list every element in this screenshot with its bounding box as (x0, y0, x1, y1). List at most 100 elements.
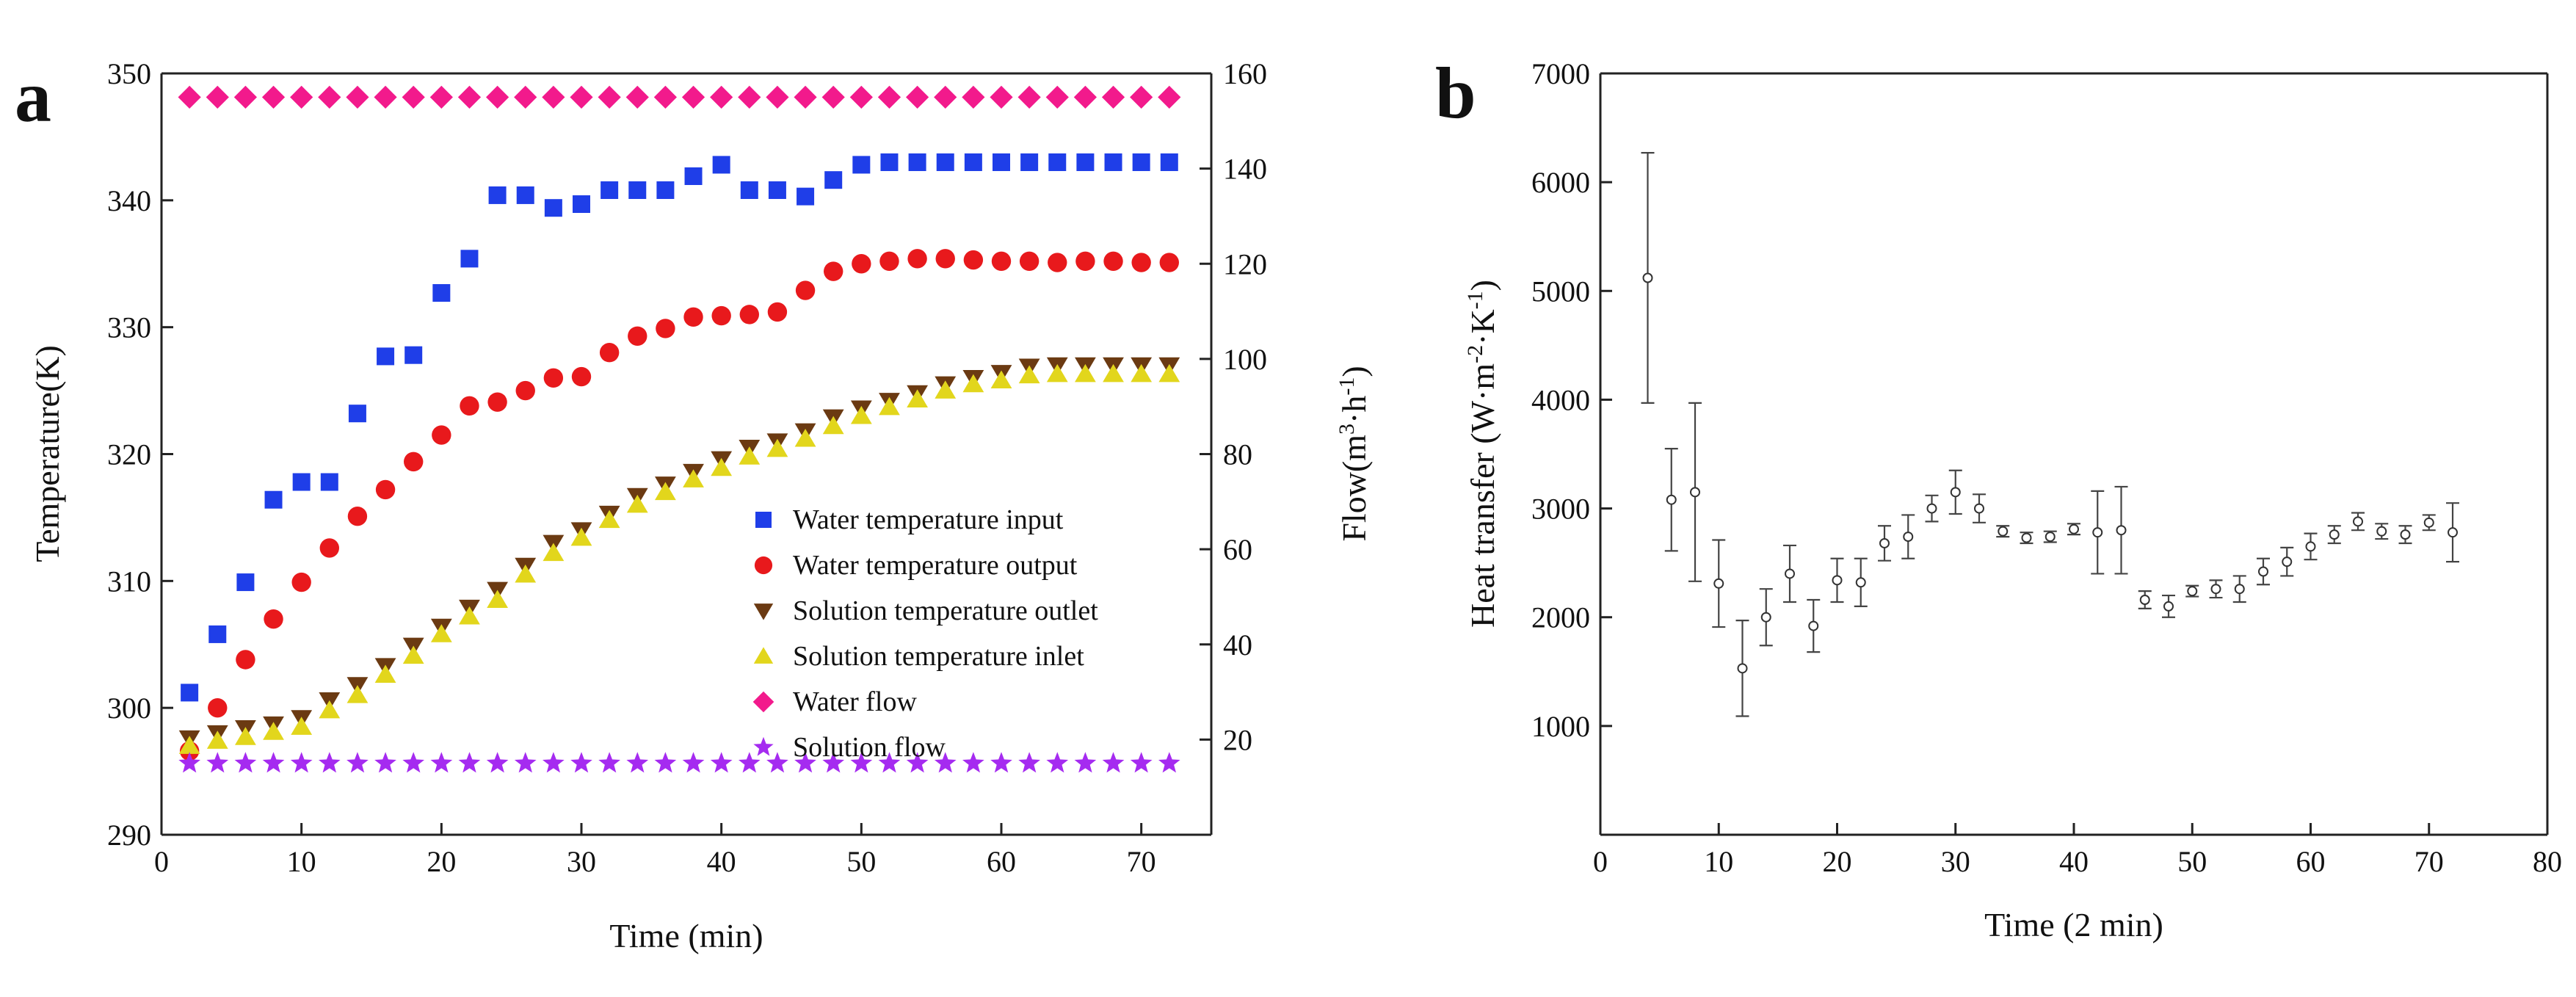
data-point (740, 181, 758, 200)
panel-b-series (1641, 152, 2459, 717)
panel-b-label: b (1435, 52, 1476, 134)
y2-tick-label: 20 (1223, 723, 1252, 756)
data-point (766, 752, 788, 773)
panel-b-x-axis-title: Time (2 min) (1984, 906, 2163, 943)
panel-a-y-ticks: 290 300 310 320 330 340 350 (107, 57, 173, 852)
data-point (261, 85, 286, 109)
data-point (570, 85, 593, 109)
data-point (934, 85, 957, 109)
data-point (1048, 153, 1067, 171)
data-point (432, 425, 451, 445)
data-point (1131, 253, 1151, 272)
data-point (710, 752, 733, 773)
data-point (319, 538, 339, 558)
data-point (290, 752, 313, 773)
data-point (990, 85, 1013, 109)
data-point (347, 506, 368, 526)
data-point (1160, 153, 1178, 171)
data-point (291, 572, 311, 592)
data-point (907, 249, 927, 269)
data-point (460, 396, 479, 416)
legend-marker (753, 603, 774, 620)
y-tick-label: 1000 (1531, 710, 1590, 743)
data-point (429, 85, 453, 109)
data-point (347, 685, 369, 703)
data-point (1132, 153, 1150, 171)
data-point (1666, 494, 1677, 505)
y2-tick-label: 140 (1223, 153, 1267, 186)
data-point (681, 85, 705, 109)
data-point (850, 752, 873, 773)
y-tick-label: 7000 (1531, 57, 1590, 90)
data-point (571, 366, 592, 387)
data-point (683, 469, 704, 487)
data-point (935, 380, 957, 399)
data-point (404, 452, 424, 472)
data-point (236, 650, 255, 670)
data-point (935, 249, 955, 269)
data-point (794, 85, 817, 109)
y2-tick-label: 60 (1223, 533, 1252, 566)
data-point (852, 254, 871, 274)
x-tick-label: 30 (567, 845, 596, 878)
data-point (1103, 251, 1123, 271)
data-point (1713, 578, 1724, 589)
data-point (1130, 85, 1153, 109)
data-point (2045, 532, 2056, 543)
data-point (178, 85, 201, 109)
data-point (2329, 529, 2340, 540)
data-point (515, 380, 535, 401)
data-point (653, 85, 677, 109)
data-point (2305, 541, 2316, 552)
data-point (542, 85, 565, 109)
data-point (739, 305, 759, 325)
data-point (2423, 517, 2434, 528)
data-point (739, 752, 761, 773)
data-point (626, 494, 648, 513)
x-tick-label: 20 (1823, 845, 1852, 878)
data-point (964, 153, 982, 171)
data-point (1103, 363, 1124, 383)
y2-tick-label: 120 (1223, 247, 1267, 280)
data-point (291, 717, 313, 735)
data-point (962, 752, 984, 773)
data-point (990, 370, 1012, 389)
data-point (794, 752, 816, 773)
x-tick-label: 0 (154, 845, 169, 878)
data-point (626, 752, 649, 773)
data-point (2069, 523, 2079, 534)
data-point (2376, 526, 2387, 537)
data-point (877, 85, 901, 109)
x-tick-label: 40 (2059, 845, 2089, 878)
data-point (1019, 251, 1040, 271)
data-point (543, 752, 565, 773)
data-point (404, 346, 423, 364)
data-point (766, 438, 788, 457)
data-point (234, 752, 257, 773)
data-point (233, 85, 257, 109)
x-tick-label: 30 (1941, 845, 1970, 878)
data-point (1950, 487, 1961, 498)
data-point (1104, 153, 1122, 171)
data-point (487, 392, 507, 412)
data-point (683, 307, 703, 327)
data-point (178, 736, 200, 754)
data-point (1879, 537, 1890, 548)
y2-tick-label: 40 (1223, 628, 1252, 661)
y-tick-label: 320 (107, 438, 151, 471)
x-tick-label: 0 (1593, 845, 1608, 878)
data-point (655, 482, 676, 501)
data-point (319, 700, 341, 719)
data-point (264, 490, 283, 509)
data-point (654, 752, 677, 773)
data-point (208, 625, 227, 643)
x-tick-label: 80 (2533, 845, 2562, 878)
data-point (822, 752, 844, 773)
data-point (684, 167, 703, 185)
y-tick-label: 6000 (1531, 166, 1590, 199)
data-point (208, 697, 228, 718)
data-point (598, 510, 620, 529)
data-point (1642, 272, 1653, 283)
data-point (794, 428, 816, 447)
data-point (1130, 752, 1153, 773)
